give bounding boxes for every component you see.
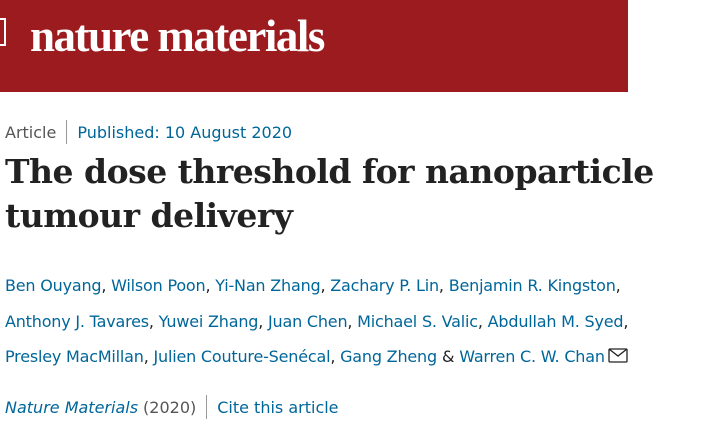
author-name[interactable]: Gang Zheng (340, 347, 437, 366)
author-separator: , (101, 276, 107, 295)
author-name[interactable]: Abdullah M. Syed (487, 311, 624, 331)
author-name[interactable]: Warren C. W. Chan (459, 347, 605, 366)
author-separator: , (205, 276, 211, 295)
envelope (608, 348, 628, 363)
journal-name[interactable]: Nature Materials (5, 397, 139, 417)
author-name[interactable]: Julien Couture-Senécal (153, 347, 331, 366)
year: (2020) (143, 397, 197, 417)
cite-link[interactable]: Cite this article (217, 397, 339, 417)
author-name[interactable]: Yi-Nan Zhang (215, 276, 321, 295)
author-list: Ben Ouyang, Wilson Poon, Yi-Nan Zhang, Z… (5, 268, 628, 375)
menu-mark[interactable] (0, 18, 6, 46)
author-conjunction: & (441, 347, 455, 366)
author-separator: , (148, 311, 154, 331)
journal-logo[interactable]: nature materials (30, 11, 325, 61)
article-type: Article (5, 122, 57, 142)
author-separator: , (623, 311, 629, 331)
author-name[interactable]: Juan Chen (268, 311, 348, 331)
author-separator: , (615, 276, 621, 295)
author-name[interactable]: Anthony J. Tavares (5, 311, 149, 331)
author-name[interactable]: Ben Ouyang (5, 276, 102, 295)
author-separator: , (477, 311, 483, 331)
separator (206, 395, 208, 419)
header-banner: nature materials (0, 0, 628, 92)
author-separator: , (347, 311, 353, 331)
author-name[interactable]: Presley MacMillan (5, 347, 144, 366)
citation: Nature Materials (2020) Cite this articl… (5, 395, 339, 419)
envelope-flap (608, 348, 628, 357)
author-name[interactable]: Wilson Poon (111, 276, 206, 295)
author-separator: , (330, 347, 336, 366)
author-name[interactable]: Benjamin R. Kingston (448, 276, 616, 295)
author-name[interactable]: Michael S. Valic (357, 311, 478, 331)
email-icon[interactable] (608, 348, 628, 363)
author-separator: , (143, 347, 149, 366)
author-name[interactable]: Yuwei Zhang (158, 311, 259, 331)
author-name[interactable]: Zachary P. Lin (330, 276, 439, 295)
author-separator: , (320, 276, 326, 295)
article-meta: Article Published: 10 August 2020 (5, 120, 292, 144)
author-separator: , (258, 311, 264, 331)
published-date[interactable]: Published: 10 August 2020 (77, 122, 293, 142)
article-title: The dose threshold for nanoparticle tumo… (5, 152, 654, 235)
separator (66, 120, 68, 144)
author-separator: , (438, 276, 444, 295)
